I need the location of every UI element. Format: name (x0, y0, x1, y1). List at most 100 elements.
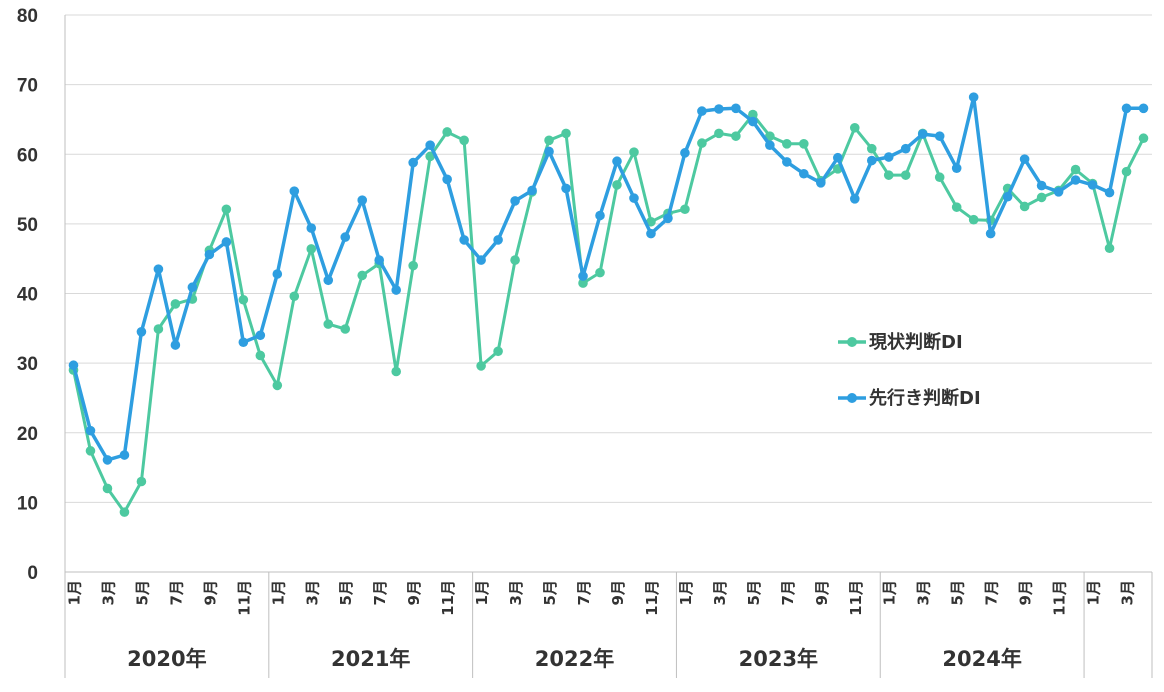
x-tick-label: 9月 (609, 580, 627, 605)
data-point-1 (900, 170, 911, 180)
data-point-1 (714, 128, 724, 139)
data-point-2 (765, 140, 775, 150)
data-point-1 (510, 255, 520, 265)
x-tick-label: 11月 (847, 580, 865, 616)
data-point-2 (680, 148, 690, 158)
y-tick-label: 70 (17, 76, 38, 97)
data-point-1 (646, 216, 656, 227)
data-point-1 (340, 324, 351, 334)
data-point-2 (408, 157, 418, 168)
data-point-2 (612, 156, 622, 167)
x-tick-label: 1月 (677, 580, 695, 605)
x-tick-label: 11月 (643, 580, 661, 616)
data-point-1 (1036, 192, 1047, 203)
x-tick-label: 7月 (779, 580, 797, 605)
year-label: 2020年 (127, 647, 206, 671)
series-line-2 (71, 95, 1144, 462)
x-tick-label: 1月 (473, 580, 491, 605)
data-point-2 (187, 282, 198, 293)
data-point-2 (714, 104, 724, 114)
data-point-2 (255, 330, 266, 341)
data-point-2 (102, 455, 113, 465)
year-label: 2024年 (942, 647, 1021, 671)
data-point-1 (748, 109, 758, 120)
data-point-1 (170, 299, 181, 309)
x-tick-label: 1月 (65, 580, 83, 605)
x-tick-label: 5月 (133, 580, 151, 605)
data-point-2 (816, 177, 826, 188)
x-tick-label: 3月 (99, 580, 117, 605)
data-point-2 (1138, 103, 1149, 114)
x-tick-label: 7月 (983, 580, 1001, 605)
data-point-2 (68, 360, 79, 371)
x-tick-label: 7月 (167, 580, 185, 605)
data-point-2 (442, 174, 452, 185)
data-point-1 (408, 260, 418, 271)
data-point-1 (255, 350, 266, 361)
x-tick-label: 1月 (269, 580, 287, 605)
legend-swatch-marker (847, 337, 857, 347)
data-point-1 (951, 202, 962, 212)
data-point-1 (968, 214, 979, 225)
data-point-1 (221, 204, 232, 215)
data-point-1 (680, 204, 690, 215)
data-point-2 (238, 337, 249, 348)
data-point-1 (102, 483, 113, 494)
x-tick-label: 11月 (1051, 580, 1069, 616)
x-tick-label: 5月 (541, 580, 559, 605)
data-point-2 (629, 193, 639, 203)
y-tick-label: 0 (27, 563, 38, 584)
data-point-2 (849, 194, 860, 204)
y-tick-label: 10 (17, 493, 38, 514)
data-point-1 (289, 291, 300, 302)
data-point-2 (1070, 175, 1081, 185)
data-point-1 (476, 361, 486, 371)
y-axis-ticks: 0 10 20 30 40 50 60 70 80 (17, 6, 38, 584)
legend-label: 現状判断DI (869, 331, 963, 353)
data-point-2 (832, 152, 843, 163)
data-point-2 (883, 152, 894, 162)
data-point-1 (306, 244, 317, 254)
data-point-2 (374, 255, 385, 265)
data-point-1 (883, 170, 894, 180)
data-point-2 (1121, 103, 1132, 114)
y-tick-label: 20 (17, 424, 38, 445)
data-point-1 (153, 324, 164, 334)
data-point-1 (1121, 166, 1132, 177)
data-point-1 (493, 346, 503, 357)
data-point-1 (561, 128, 571, 139)
data-point-1 (697, 138, 707, 148)
data-point-1 (934, 172, 945, 183)
data-point-1 (1104, 243, 1115, 254)
data-point-2 (493, 235, 503, 245)
data-point-1 (799, 139, 809, 149)
series-line-1 (72, 113, 1145, 514)
data-point-2 (799, 168, 809, 179)
x-tick-label: 5月 (745, 580, 763, 605)
data-point-2 (1053, 187, 1064, 197)
data-point-1 (1070, 164, 1081, 175)
data-point-2 (85, 425, 96, 436)
data-point-2 (510, 196, 520, 206)
data-point-1 (357, 270, 368, 281)
data-point-2 (289, 186, 300, 196)
data-point-2 (968, 92, 979, 102)
data-point-1 (866, 143, 877, 154)
x-tick-label: 9月 (201, 580, 219, 605)
data-point-2 (917, 129, 928, 139)
data-point-1 (272, 380, 283, 391)
x-tick-label: 9月 (813, 580, 831, 605)
data-point-2 (951, 163, 962, 173)
data-point-2 (323, 275, 334, 286)
data-point-2 (357, 195, 368, 206)
x-tick-label: 9月 (405, 580, 423, 605)
x-tick-label: 11月 (439, 580, 457, 616)
year-label: 2021年 (331, 647, 410, 671)
x-tick-label: 5月 (337, 580, 355, 605)
data-point-1 (731, 131, 741, 141)
data-point-2 (1036, 180, 1047, 191)
data-point-2 (425, 140, 435, 150)
data-point-2 (170, 340, 181, 350)
legend-swatch-marker (847, 393, 857, 403)
